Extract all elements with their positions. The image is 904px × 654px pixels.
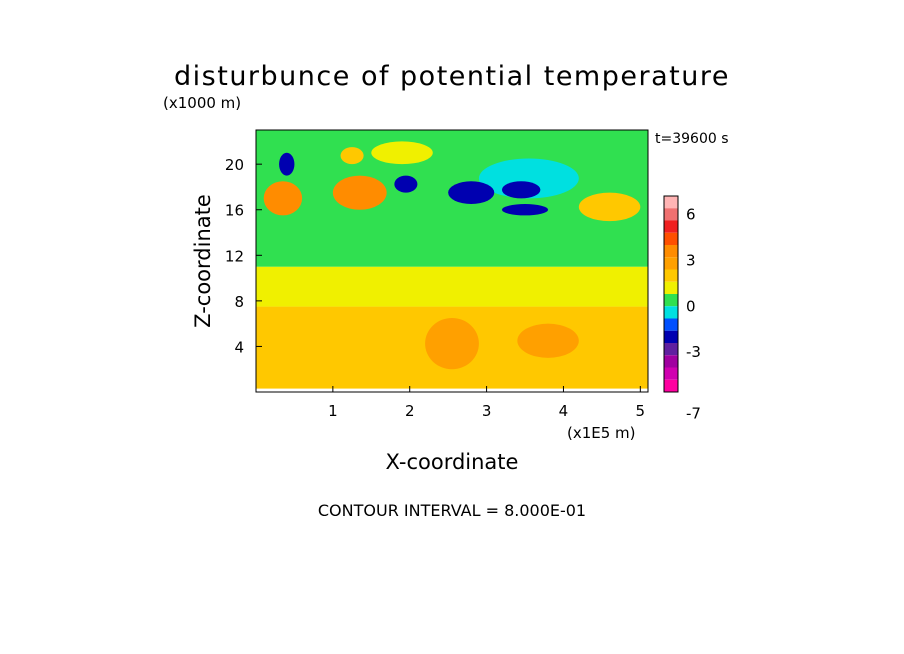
field-blob-12	[501, 204, 549, 216]
colorbar-swatch	[664, 281, 678, 294]
colorbar-swatch	[664, 355, 678, 368]
field-blob-4	[332, 175, 387, 210]
colorbar-tick-label: -3	[686, 343, 701, 361]
field-blob-15	[517, 323, 579, 358]
colorbar-tick-label: 3	[686, 251, 696, 269]
field-blob-7	[371, 141, 433, 165]
time-label: t=39600 s	[655, 131, 729, 147]
field-blob-5	[279, 152, 295, 176]
colorbar-swatch	[664, 367, 678, 380]
colorbar-frame	[663, 195, 679, 393]
colorbar-tick-label: 0	[686, 297, 696, 315]
x-tick-label: 4	[559, 402, 569, 420]
y-tick-label: 8	[234, 293, 244, 311]
field-blob-10	[448, 181, 495, 205]
chart-title: disturbunce of potential temperature	[174, 61, 730, 92]
colorbar-tick-label: 6	[686, 205, 696, 223]
colorbar-swatch	[664, 343, 678, 356]
field-blob-13	[578, 192, 641, 222]
y-axis-label: Z-coordinate	[191, 194, 215, 328]
y-axis: 4 8 12 16 20	[225, 156, 262, 356]
y-tick-label: 4	[234, 338, 244, 356]
field-blob-6	[340, 147, 364, 165]
colorbar-swatch	[664, 196, 678, 209]
colorbar-swatch	[664, 269, 678, 282]
y-tick-label: 12	[225, 247, 244, 265]
plot-frame	[255, 129, 649, 393]
field-blob-11	[501, 181, 541, 199]
field-blob-9	[394, 175, 418, 193]
field-band-1	[256, 266, 648, 307]
colorbar-swatch	[664, 318, 678, 331]
colorbar-swatch	[664, 245, 678, 258]
contour-interval-label: CONTOUR INTERVAL = 8.000E-01	[318, 501, 586, 520]
y-tick-label: 16	[225, 202, 244, 220]
y-unit-label: (x1000 m)	[163, 94, 241, 112]
x-axis-label: X-coordinate	[386, 450, 519, 474]
colorbar-swatch	[664, 294, 678, 307]
colorbar-swatch	[664, 306, 678, 319]
colorbar-tick-label: -7	[686, 404, 701, 422]
x-tick-label: 3	[482, 402, 492, 420]
plot-area	[256, 130, 648, 389]
colorbar-swatch	[664, 208, 678, 221]
field-blob-3	[263, 181, 303, 216]
x-unit-label: (x1E5 m)	[567, 424, 636, 442]
colorbar: 6 3 0 -3 -7	[663, 195, 701, 422]
x-tick-label: 5	[636, 402, 646, 420]
colorbar-swatch	[664, 257, 678, 270]
y-tick-label: 20	[225, 156, 244, 174]
x-tick-label: 2	[405, 402, 415, 420]
colorbar-swatch	[664, 220, 678, 233]
x-axis: 1 2 3 4 5	[328, 386, 645, 420]
colorbar-swatch	[664, 330, 678, 343]
colorbar-swatch	[664, 232, 678, 245]
x-tick-label: 1	[328, 402, 338, 420]
field-blob-14	[425, 317, 479, 370]
colorbar-swatch	[664, 379, 678, 392]
